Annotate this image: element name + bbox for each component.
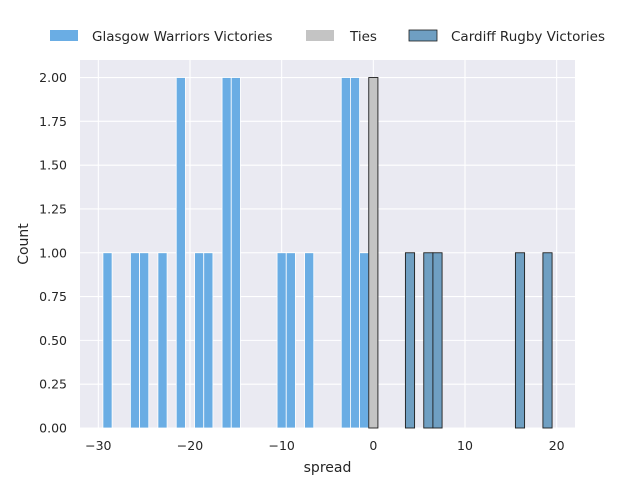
bar-glasgow-warriors-victories (203, 252, 214, 429)
y-tick-label: 1.25 (39, 201, 67, 216)
bar-cardiff-rugby-victories (404, 252, 416, 429)
bar-glasgow-warriors-victories (175, 77, 186, 429)
bar-glasgow-warriors-victories (102, 252, 113, 429)
x-axis-ticks: −30 −20 −10 0 10 20 (85, 438, 565, 453)
legend-swatch (306, 30, 334, 41)
bar-glasgow-warriors-victories (139, 252, 150, 429)
legend: Glasgow Warriors Victories Ties Cardiff Ru… (50, 29, 605, 45)
x-tick-label: −10 (268, 438, 294, 453)
y-tick-label: 2.00 (39, 70, 67, 85)
x-tick-label: 10 (457, 438, 473, 453)
bar-glasgow-warriors-victories (285, 252, 296, 429)
bar-glasgow-warriors-victories (359, 252, 370, 429)
bar-glasgow-warriors-victories (276, 252, 287, 429)
y-tick-label: 0.75 (39, 289, 67, 304)
bar-cardiff-rugby-victories (514, 252, 526, 429)
x-axis-label: spread (304, 460, 352, 476)
bar-cardiff-rugby-victories (542, 252, 553, 429)
legend-swatch (50, 30, 78, 41)
bar-glasgow-warriors-victories (304, 252, 315, 429)
bar-cardiff-rugby-victories (432, 252, 443, 429)
legend-label: Ties (349, 29, 377, 45)
bar-ties (368, 77, 379, 429)
legend-swatch (408, 29, 438, 42)
bar-glasgow-warriors-victories (350, 77, 360, 429)
plot-background (80, 60, 575, 428)
x-tick-label: −20 (177, 438, 203, 453)
x-tick-label: −30 (85, 438, 111, 453)
y-axis-label: Count (16, 223, 32, 265)
bars (102, 77, 553, 429)
y-axis-ticks: 0.00 0.25 0.50 0.75 1.00 1.25 1.50 1.75 2.00 (39, 70, 67, 435)
legend-label: Glasgow Warriors Victories (92, 29, 273, 45)
x-tick-label: 20 (549, 438, 565, 453)
x-tick-label: 0 (369, 438, 377, 453)
bar-glasgow-warriors-victories (157, 252, 168, 429)
bar-glasgow-warriors-victories (194, 252, 205, 429)
y-tick-label: 0.50 (39, 333, 67, 348)
y-tick-label: 1.00 (39, 245, 67, 260)
bar-glasgow-warriors-victories (130, 252, 140, 429)
y-tick-label: 1.50 (39, 158, 67, 173)
bar-glasgow-warriors-victories (340, 77, 351, 429)
bar-glasgow-warriors-victories (221, 77, 232, 429)
y-tick-label: 1.75 (39, 114, 67, 129)
legend-label: Cardiff Rugby Victories (451, 29, 605, 45)
bar-glasgow-warriors-victories (230, 77, 241, 429)
y-tick-label: 0.25 (39, 377, 67, 392)
y-tick-label: 0.00 (39, 421, 67, 436)
bar-cardiff-rugby-victories (423, 252, 434, 429)
